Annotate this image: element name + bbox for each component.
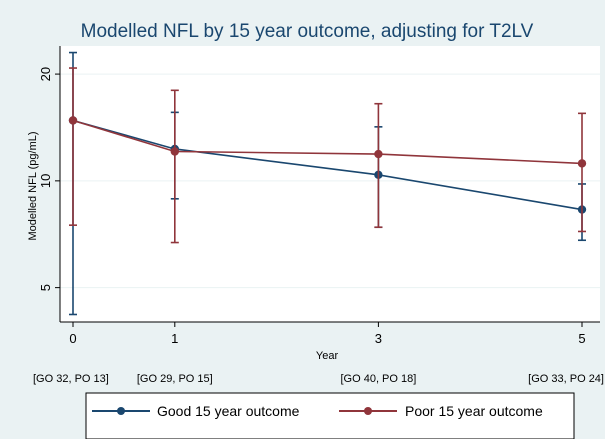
y-axis: 5 10 20 (38, 46, 61, 322)
x-tick-label: 1 (171, 331, 178, 346)
series-poor (68, 67, 587, 244)
gridlines (60, 73, 600, 289)
legend-marker-poor (364, 407, 372, 415)
y-tick-label: 20 (38, 67, 53, 81)
chart-title: Modelled NFL by 15 year outcome, adjusti… (81, 21, 534, 42)
x-tick-label: 0 (69, 331, 76, 346)
y-tick-label: 10 (38, 174, 53, 188)
plot-region-background (60, 46, 600, 322)
x-axis-label: Year (316, 350, 339, 362)
x-tick-label: 5 (578, 331, 585, 346)
y-tick-label: 5 (38, 284, 53, 291)
series-line (72, 119, 583, 211)
data-point (68, 116, 78, 125)
x-annotation: [GO 29, PO 15] (137, 373, 213, 385)
x-tick-label: 3 (375, 331, 382, 346)
legend: Good 15 year outcome Poor 15 year outcom… (85, 392, 575, 439)
x-annotation: [GO 40, PO 18] (340, 373, 416, 385)
series-layer (68, 51, 587, 316)
legend-label-poor: Poor 15 year outcome (405, 403, 543, 419)
series-line (72, 119, 583, 165)
x-axis: 0 1 3 5 (60, 321, 600, 346)
x-annotations: [GO 32, PO 13] [GO 29, PO 15] [GO 40, PO 1… (33, 373, 604, 385)
data-point (374, 149, 383, 159)
legend-marker-good (117, 407, 125, 415)
legend-label-good: Good 15 year outcome (157, 403, 300, 419)
x-annotation: [GO 32, PO 13] (33, 373, 109, 385)
data-point (170, 147, 179, 156)
data-point (577, 159, 587, 168)
x-annotation: [GO 33, PO 24] (528, 373, 604, 385)
y-axis-label: Modelled NFL (pg/mL) (27, 131, 39, 240)
legend-box (85, 392, 575, 439)
